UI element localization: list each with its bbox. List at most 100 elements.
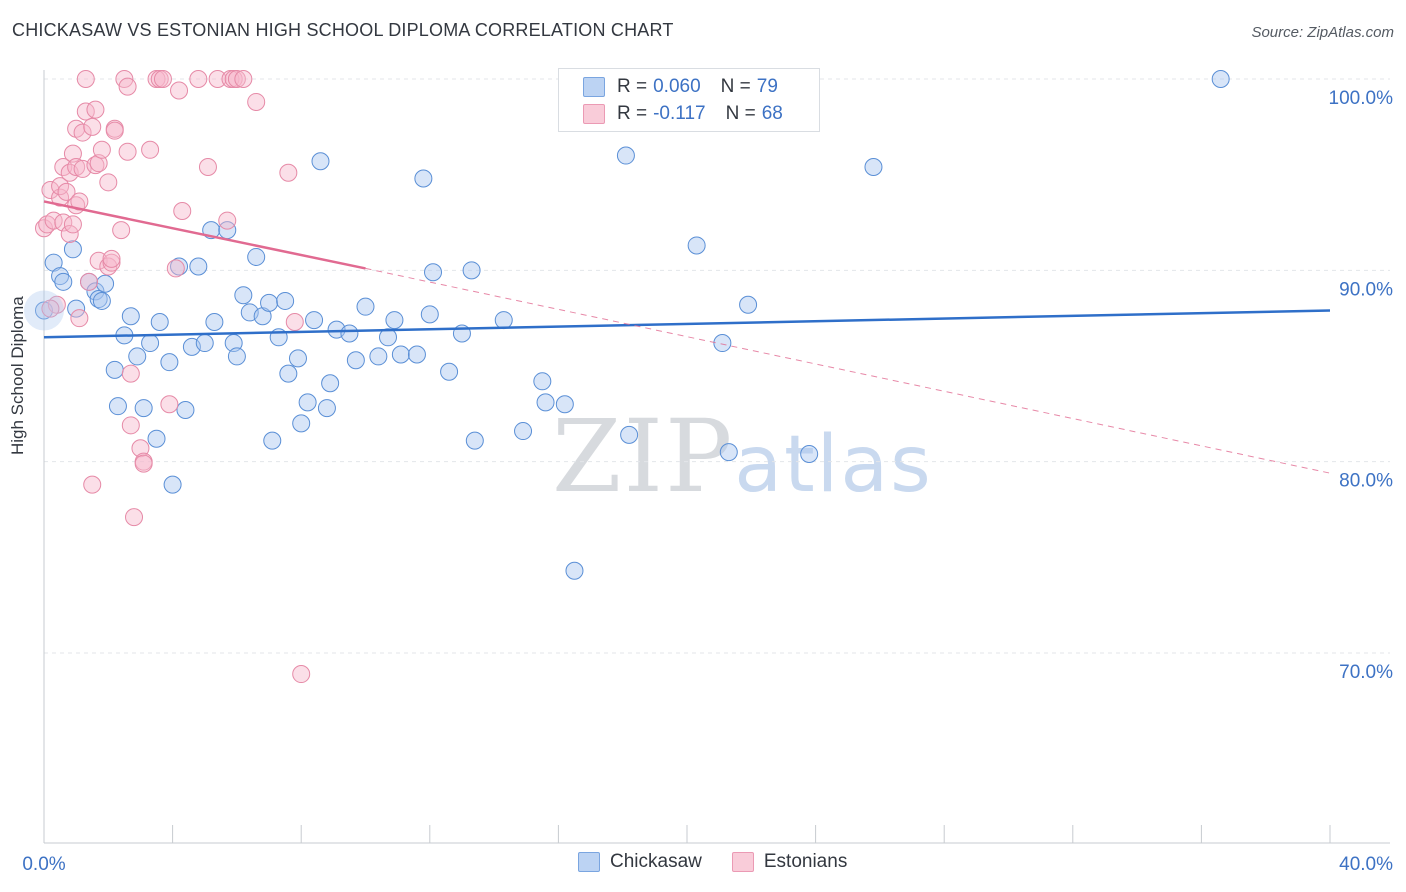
estonians-trend-extension xyxy=(365,267,1331,474)
chickasaw-point xyxy=(298,393,317,412)
legend-item-estonians: Estonians xyxy=(731,851,848,873)
estonians-point xyxy=(125,508,144,527)
chickasaw-point xyxy=(176,401,195,420)
legend-r-label: R = xyxy=(617,76,648,97)
chickasaw-point xyxy=(616,146,635,165)
estonians-point xyxy=(57,182,76,201)
estonians-point xyxy=(227,70,246,88)
estonians-point xyxy=(92,140,111,159)
chickasaw-point xyxy=(565,561,584,580)
estonians-point xyxy=(112,221,131,240)
chickasaw-point xyxy=(407,345,426,364)
chickasaw-point xyxy=(864,158,883,177)
estonians-point xyxy=(99,173,118,192)
chickasaw-cluster-point xyxy=(24,290,64,331)
estonians-point xyxy=(166,259,185,278)
legend-n-label: N = xyxy=(725,103,756,124)
chickasaw-point xyxy=(494,311,513,330)
chickasaw-point xyxy=(369,347,388,366)
estonians-point xyxy=(198,158,217,177)
watermark-zip: ZIP xyxy=(552,398,735,515)
chickasaw-point xyxy=(719,443,738,462)
legend-swatch-estonians xyxy=(731,852,754,872)
estonians-point xyxy=(285,312,304,331)
estonians-point xyxy=(153,70,172,88)
estonians-point xyxy=(63,144,82,163)
legend-label-estonians: Estonians xyxy=(763,851,848,872)
legend-swatch-chickasaw xyxy=(578,852,600,872)
chickasaw-trend-line xyxy=(43,309,1331,339)
legend-label-chickasaw: Chickasaw xyxy=(610,851,702,872)
chickasaw-point xyxy=(321,374,340,393)
estonians-point xyxy=(292,665,311,684)
estonians-point xyxy=(102,249,121,268)
estonians-point xyxy=(218,211,237,230)
estonians-point xyxy=(76,70,95,88)
chickasaw-point xyxy=(105,360,124,379)
estonians-point xyxy=(279,163,298,182)
estonians-point xyxy=(173,202,192,221)
y-tick-label: 80.0% xyxy=(1339,471,1393,492)
legend-swatch-estonians xyxy=(583,104,605,124)
chickasaw-point xyxy=(391,345,410,364)
estonians-point xyxy=(189,70,208,88)
estonians-point xyxy=(73,123,92,142)
estonians-point xyxy=(60,224,79,243)
chickasaw-point xyxy=(1211,70,1230,88)
estonians-point xyxy=(63,215,82,234)
estonians-point xyxy=(86,156,105,175)
estonians-point xyxy=(41,299,60,318)
legend-n-label: N = xyxy=(720,76,751,97)
legend-r-value: -0.117 xyxy=(653,103,706,124)
estonians-point xyxy=(118,77,137,96)
chickasaw-point xyxy=(96,274,115,293)
chickasaw-point xyxy=(311,152,330,171)
chickasaw-point xyxy=(533,372,552,391)
chickasaw-point xyxy=(170,257,189,276)
chickasaw-point xyxy=(687,236,706,255)
estonians-point xyxy=(121,364,140,383)
chickasaw-point xyxy=(260,293,279,312)
chickasaw-point xyxy=(67,299,86,318)
chickasaw-point xyxy=(620,425,639,444)
chickasaw-point xyxy=(141,334,160,353)
estonians-point xyxy=(247,92,266,111)
chickasaw-point xyxy=(128,347,147,366)
chickasaw-point xyxy=(54,272,73,291)
chickasaw-point xyxy=(147,429,166,448)
chickasaw-point xyxy=(63,240,82,259)
estonians-point xyxy=(170,81,189,100)
estonians-point xyxy=(131,439,150,458)
chickasaw-point xyxy=(356,297,375,316)
x-tick-label: 40.0% xyxy=(1339,854,1393,875)
legend-row-chickasaw: R = 0.060 N = 79 xyxy=(583,73,778,101)
chickasaw-point xyxy=(346,351,365,370)
estonians-point xyxy=(86,100,105,119)
legend-row-estonians: R = -0.117 N = 68 xyxy=(583,100,783,128)
y-tick-label: 100.0% xyxy=(1329,88,1394,109)
chickasaw-point xyxy=(465,431,484,450)
chickasaw-point xyxy=(385,311,404,330)
chickasaw-point xyxy=(424,263,443,282)
estonians-point xyxy=(121,416,140,435)
chickasaw-point xyxy=(195,334,214,353)
chickasaw-point xyxy=(713,334,732,353)
chickasaw-point xyxy=(276,291,295,310)
estonians-point xyxy=(83,475,102,494)
chickasaw-point xyxy=(160,353,179,372)
chickasaw-point xyxy=(305,311,324,330)
chickasaw-point xyxy=(92,291,111,310)
chickasaw-point xyxy=(121,307,140,326)
watermark: ZIPatlas xyxy=(552,398,933,515)
estonians-trend-line xyxy=(43,200,366,270)
chickasaw-point xyxy=(247,247,266,266)
chickasaw-point xyxy=(379,328,398,347)
chickasaw-point xyxy=(51,267,70,286)
estonians-point xyxy=(208,70,227,88)
chickasaw-point xyxy=(234,286,253,305)
estonians-point xyxy=(141,140,160,159)
source-credit: Source: ZipAtlas.com xyxy=(1251,24,1394,41)
estonians-point xyxy=(160,395,179,414)
chickasaw-point xyxy=(536,393,555,412)
stats-legend: R = 0.060 N = 79 R = -0.117 N = 68 xyxy=(558,68,820,132)
